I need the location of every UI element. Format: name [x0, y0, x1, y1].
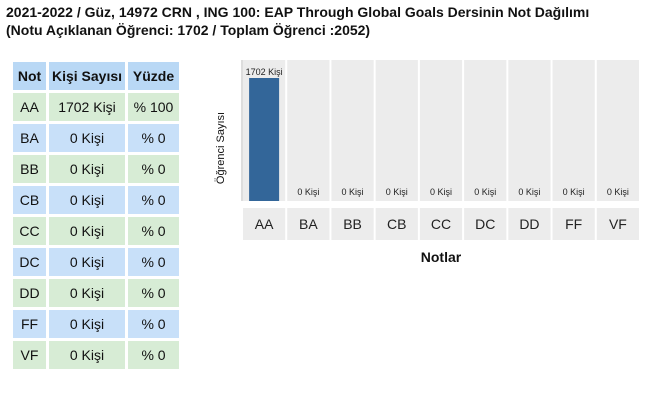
- tick-label-cell: [331, 208, 374, 240]
- percent-cell: % 0: [128, 155, 179, 183]
- tick-label-cell: [419, 208, 463, 240]
- percent-cell: % 100: [128, 93, 179, 121]
- percent-cell: % 0: [128, 124, 179, 152]
- data-label: 0 Kişi: [563, 187, 585, 197]
- data-label: 0 Kişi: [607, 187, 629, 197]
- percent-cell: % 0: [128, 341, 179, 369]
- percent-cell: % 0: [128, 186, 179, 214]
- percent-cell: % 0: [128, 279, 179, 307]
- x-tick-label: DD: [519, 216, 539, 232]
- bar-aa: [249, 78, 280, 201]
- percent-cell: % 0: [128, 217, 179, 245]
- x-axis-label: Notlar: [420, 249, 462, 265]
- table-row: DC 0 Kişi % 0: [13, 248, 179, 276]
- data-label: 0 Kişi: [518, 187, 540, 197]
- x-tick-label: BB: [343, 216, 362, 232]
- tick-label-cell: [464, 208, 507, 240]
- plot-column-background: [508, 60, 551, 201]
- plot-column-background: [552, 60, 595, 201]
- plot-column-background: [331, 60, 374, 201]
- grade-cell: VF: [13, 341, 46, 369]
- grade-cell: CC: [13, 217, 46, 245]
- table-row: BA 0 Kişi % 0: [13, 124, 179, 152]
- data-label: 0 Kişi: [386, 187, 408, 197]
- tick-label-cell: [508, 208, 551, 240]
- data-label: 0 Kişi: [342, 187, 364, 197]
- plot-column-background: [596, 60, 639, 201]
- x-tick-label: CC: [431, 216, 451, 232]
- count-cell: 0 Kişi: [49, 310, 125, 338]
- page-title: 2021-2022 / Güz, 14972 CRN , ING 100: EA…: [6, 3, 646, 39]
- table-row: FF 0 Kişi % 0: [13, 310, 179, 338]
- table-row: AA 1702 Kişi % 100: [13, 93, 179, 121]
- header-count: Kişi Sayısı: [49, 62, 125, 90]
- grade-cell: BB: [13, 155, 46, 183]
- grade-cell: DC: [13, 248, 46, 276]
- count-cell: 0 Kişi: [49, 155, 125, 183]
- percent-cell: % 0: [128, 248, 179, 276]
- count-cell: 0 Kişi: [49, 341, 125, 369]
- x-tick-label: DC: [475, 216, 495, 232]
- count-cell: 0 Kişi: [49, 124, 125, 152]
- count-cell: 0 Kişi: [49, 248, 125, 276]
- tick-label-cell: [596, 208, 639, 240]
- x-tick-label: BA: [299, 216, 318, 232]
- data-label: 1702 Kişi: [246, 67, 283, 77]
- tick-label-cell: [375, 208, 418, 240]
- tick-label-cell: [552, 208, 595, 240]
- plot-column-background: [419, 60, 463, 201]
- grade-cell: BA: [13, 124, 46, 152]
- tick-label-cell: [287, 208, 330, 240]
- count-cell: 0 Kişi: [49, 217, 125, 245]
- grade-cell: CB: [13, 186, 46, 214]
- x-tick-label: CB: [387, 216, 406, 232]
- x-tick-label: VF: [609, 216, 627, 232]
- x-tick-label: FF: [565, 216, 582, 232]
- plot-column-background: [375, 60, 418, 201]
- table-row: DD 0 Kişi % 0: [13, 279, 179, 307]
- header-grade: Not: [13, 62, 46, 90]
- grade-cell: AA: [13, 93, 46, 121]
- y-axis-label: Öğrenci Sayısı: [215, 111, 227, 185]
- percent-cell: % 0: [128, 310, 179, 338]
- title-line-2: (Notu Açıklanan Öğrenci: 1702 / Toplam Ö…: [6, 22, 371, 38]
- data-label: 0 Kişi: [297, 187, 319, 197]
- plot-column-background: [287, 60, 330, 201]
- table-row: CC 0 Kişi % 0: [13, 217, 179, 245]
- header-percent: Yüzde: [128, 62, 179, 90]
- count-cell: 0 Kişi: [49, 186, 125, 214]
- title-line-1: 2021-2022 / Güz, 14972 CRN , ING 100: EA…: [6, 4, 590, 20]
- grade-distribution-table: Not Kişi Sayısı Yüzde AA 1702 Kişi % 100…: [10, 59, 182, 372]
- x-tick-label: AA: [255, 216, 274, 232]
- plot-column-background: [464, 60, 507, 201]
- count-cell: 0 Kişi: [49, 279, 125, 307]
- tick-label-cell: [243, 208, 286, 240]
- data-label: 0 Kişi: [474, 187, 496, 197]
- table-row: CB 0 Kişi % 0: [13, 186, 179, 214]
- data-label: 0 Kişi: [430, 187, 452, 197]
- table-header-row: Not Kişi Sayısı Yüzde: [13, 62, 179, 90]
- count-cell: 1702 Kişi: [49, 93, 125, 121]
- table-row: VF 0 Kişi % 0: [13, 341, 179, 369]
- grade-cell: DD: [13, 279, 46, 307]
- table-row: BB 0 Kişi % 0: [13, 155, 179, 183]
- grade-cell: FF: [13, 310, 46, 338]
